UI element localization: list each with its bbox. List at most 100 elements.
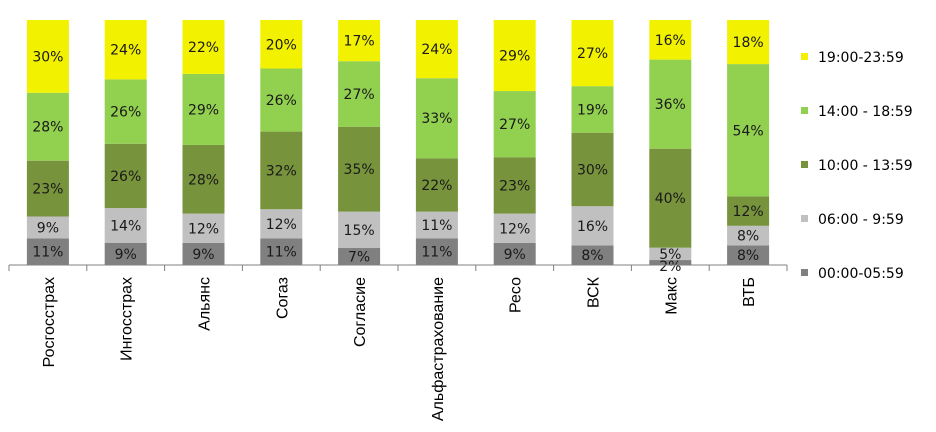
legend-swatch-5 <box>801 269 808 276</box>
bar-segment-8-2 <box>571 206 614 246</box>
data-label-2-1: 9% <box>115 247 137 263</box>
bar-segment-1-3 <box>26 160 69 217</box>
bar-segment-9-5 <box>649 20 692 60</box>
data-label-8-1: 8% <box>581 248 603 264</box>
category-label-4: Согаз <box>274 277 291 319</box>
bar-segment-6-4 <box>415 78 458 159</box>
data-label-10-1: 8% <box>737 248 759 264</box>
bar-segment-1-5 <box>26 20 69 93</box>
data-label-10-4: 54% <box>733 123 764 139</box>
bar-segment-7-3 <box>493 157 536 214</box>
bar-segment-5-1 <box>338 248 381 265</box>
data-label-6-5: 24% <box>421 42 452 58</box>
data-label-7-4: 27% <box>499 117 530 133</box>
bar-segment-8-3 <box>571 132 614 207</box>
data-label-7-5: 29% <box>499 49 530 65</box>
bar-segment-3-5 <box>182 20 225 74</box>
data-label-3-4: 29% <box>188 102 219 118</box>
bar-segment-7-5 <box>493 20 536 92</box>
category-label-1: Росгосстрах <box>41 277 58 367</box>
data-label-1-5: 30% <box>32 49 63 65</box>
data-label-8-3: 30% <box>577 162 608 178</box>
x-axis: Росгосстрах Ингосстрах Альянс Согаз Согласие… <box>8 264 788 421</box>
data-label-10-2: 8% <box>737 229 759 245</box>
data-label-2-2: 14% <box>110 218 141 234</box>
data-label-4-5: 20% <box>266 37 297 53</box>
legend-label-3: 10:00 - 13:59 <box>818 158 913 174</box>
data-label-2-3: 26% <box>110 169 141 185</box>
bar-segment-2-4 <box>104 79 147 144</box>
data-label-9-2: 5% <box>659 247 681 263</box>
category-label-6: Альфастрахование <box>430 277 447 421</box>
data-label-1-4: 28% <box>32 120 63 136</box>
bar-segment-2-5 <box>104 20 147 80</box>
legend: 19:00-23:59 14:00 - 18:59 10:00 - 13:59 06:… <box>801 50 913 282</box>
data-label-5-4: 27% <box>344 87 375 103</box>
category-label-8: ВСК <box>586 276 603 308</box>
bar-segment-3-2 <box>182 213 225 243</box>
legend-swatch-4 <box>801 215 808 222</box>
data-label-7-3: 23% <box>499 178 530 194</box>
data-label-8-2: 16% <box>577 219 608 235</box>
bar-segment-2-1 <box>104 242 147 265</box>
plot-area: 11% 9% 23% 28% 30% 9% 14% 26% 26% 24% 9% 12% 28% 29% 2… <box>26 20 770 275</box>
category-label-2: Ингосстрах <box>119 277 136 361</box>
bar-segment-1-2 <box>26 216 69 239</box>
data-label-8-5: 27% <box>577 46 608 62</box>
bar-segment-8-1 <box>571 245 614 265</box>
category-label-10: ВТБ <box>741 277 758 307</box>
category-label-7: Ресо <box>508 277 525 313</box>
bar-segment-2-3 <box>104 143 147 209</box>
data-label-6-4: 33% <box>421 111 452 127</box>
data-label-2-4: 26% <box>110 105 141 121</box>
data-label-5-2: 15% <box>344 223 375 239</box>
bar-segment-10-1 <box>727 245 770 265</box>
category-label-3: Альянс <box>197 277 214 331</box>
data-label-10-5: 18% <box>733 35 764 51</box>
bar-segment-5-2 <box>338 211 381 249</box>
bar-segment-2-2 <box>104 208 147 243</box>
category-label-5: Согласие <box>352 277 369 347</box>
data-label-4-1: 11% <box>266 245 297 261</box>
data-label-7-2: 12% <box>499 221 530 237</box>
legend-label-4: 06:00 - 9:59 <box>818 212 904 228</box>
bar-segment-4-2 <box>260 209 303 239</box>
bar-segment-1-4 <box>26 92 69 161</box>
bar-segment-8-5 <box>571 20 614 87</box>
bar-segment-10-5 <box>727 20 770 65</box>
bar-segment-4-3 <box>260 131 303 210</box>
data-label-9-1: 2% <box>659 259 681 275</box>
data-label-1-3: 23% <box>32 182 63 198</box>
bar-segment-5-5 <box>338 20 381 62</box>
bar-segment-5-3 <box>338 126 381 212</box>
bar-segment-3-1 <box>182 242 225 265</box>
bar-segment-9-4 <box>649 59 692 149</box>
bar-segment-3-3 <box>182 144 225 214</box>
data-label-3-2: 12% <box>188 221 219 237</box>
bar-segment-7-2 <box>493 213 536 243</box>
data-label-1-1: 11% <box>32 245 63 261</box>
legend-swatch-3 <box>801 161 808 168</box>
data-label-2-5: 24% <box>110 43 141 59</box>
bar-segment-6-3 <box>415 158 458 212</box>
bar-segment-6-2 <box>415 211 458 239</box>
bar-segment-6-1 <box>415 238 458 265</box>
data-label-9-4: 36% <box>655 97 686 113</box>
bar-segment-4-1 <box>260 238 303 265</box>
data-label-1-2: 9% <box>37 220 59 236</box>
bar-segment-9-2 <box>649 247 692 261</box>
data-label-5-3: 35% <box>344 162 375 178</box>
bar-segment-4-5 <box>260 20 303 69</box>
bar-segment-1-1 <box>26 238 69 265</box>
data-label-8-4: 19% <box>577 102 608 118</box>
legend-swatch-1 <box>801 53 808 60</box>
bar-segment-4-4 <box>260 68 303 132</box>
data-label-3-1: 9% <box>192 247 214 263</box>
data-label-9-3: 40% <box>655 191 686 207</box>
data-label-4-2: 12% <box>266 217 297 233</box>
bar-segment-8-4 <box>571 86 614 133</box>
legend-swatch-2 <box>801 107 808 114</box>
data-label-4-4: 26% <box>266 93 297 109</box>
bar-segment-10-4 <box>727 64 770 197</box>
